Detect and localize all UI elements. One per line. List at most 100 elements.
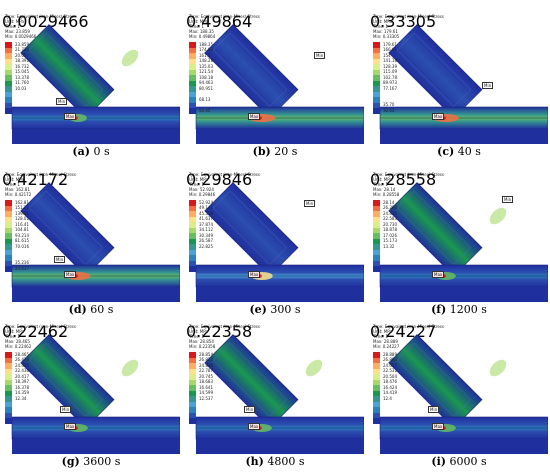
legend-tick: 12.34 (15, 395, 27, 401)
legend-min: 0.0029466 (2, 12, 89, 31)
legend-swatch (189, 108, 196, 114)
legend-swatch (5, 211, 12, 217)
color-legend: 28.854 26.822 24.848 22.787 20.745 18.683 16.6… (189, 352, 229, 424)
color-legend: 28.889 26.883 24.057 22.531 20.504 18.476 16.4… (373, 352, 413, 424)
header-line: Time: 1 (189, 24, 204, 29)
legend-tick: 108.18 (199, 74, 213, 80)
branch-pipe (204, 182, 299, 277)
max-marker: Max (432, 113, 445, 120)
main-pipe (195, 264, 364, 302)
legend-tick: 35.236 (15, 260, 29, 265)
legend-min: 0.33305 (370, 12, 437, 31)
legend-swatch (5, 91, 12, 98)
legend-tick: 162.81 (15, 199, 29, 205)
stress-contour-plot: Type: Equivalent (von-Mises) Stress Unit:… (2, 12, 180, 144)
min-marker: Min (482, 82, 494, 89)
legend-tick: 26.587 (199, 238, 213, 243)
legend-min: 0.24227 (370, 322, 437, 341)
max-value: Max: 28.465 (5, 339, 30, 344)
legend-swatch (373, 368, 380, 375)
header-line: Time: 1 (373, 182, 388, 187)
plot-header: Type: Equivalent (von-Mises) Stress Unit:… (373, 14, 444, 39)
min-marker: Min (428, 406, 440, 413)
legend-min: 0.22462 (2, 322, 69, 341)
legend-swatch (189, 368, 196, 375)
legend-tick: 94.463 (199, 80, 213, 85)
legend-tick: 12.4 (383, 395, 392, 401)
legend-swatch (189, 53, 196, 59)
legend-swatch (373, 249, 380, 256)
header-line: Time: 1 (5, 334, 20, 339)
legend-swatch (189, 205, 196, 212)
legend-swatch (373, 216, 380, 223)
panel-caption: (e) 300 s (186, 303, 364, 316)
plot-header: Type: Equivalent (von-Mises) Stress Unit:… (189, 172, 260, 197)
panel-e: Type: Equivalent (von-Mises) Stress Unit:… (186, 170, 364, 320)
legend-min: 0.49864 (186, 12, 253, 31)
plot-header: Type: Equivalent (von-Mises) Stress Unit:… (5, 14, 76, 39)
legend-swatch (373, 91, 380, 98)
header-line: Unit: MPa (5, 177, 24, 182)
max-marker: Max (432, 423, 445, 430)
legend-swatch (5, 53, 12, 59)
header-line: Unit: MPa (189, 329, 208, 334)
legend-swatch (5, 69, 12, 76)
caption-letter: (e) (249, 303, 267, 316)
legend-swatch (5, 64, 12, 70)
main-pipe (379, 264, 548, 302)
panel-h: Type: Equivalent (von-Mises) Stress Unit:… (186, 322, 364, 472)
legend-swatch (5, 249, 12, 256)
panel-caption: (a) 0 s (2, 145, 180, 158)
min-value: Min: 0.28558 (373, 192, 400, 197)
legend-tick: 28.465 (15, 351, 29, 357)
legend-tick: 22.583 (383, 216, 397, 221)
stress-contour-plot: Type: Equivalent (von-Mises) Stress Unit:… (2, 170, 180, 302)
legend-swatch (373, 53, 380, 59)
legend-swatch (189, 42, 196, 48)
legend-swatch (5, 75, 12, 81)
legend-tick: 52.924 (199, 199, 213, 205)
panel-caption: (h) 4800 s (186, 455, 364, 468)
legend-swatch (5, 222, 12, 228)
legend-swatch (373, 244, 380, 250)
legend-swatch (189, 216, 196, 223)
legend-swatch (5, 266, 12, 272)
panel-i: Type: Equivalent (von-Mises) Stress Unit:… (370, 322, 548, 472)
min-value: Min: 0.42172 (5, 192, 32, 197)
stress-contour-plot: Type: Equivalent (von-Mises) Stress Unit:… (186, 170, 364, 302)
legend-tick: 23.637 (15, 265, 29, 271)
legend-tick: 14.359 (15, 390, 29, 395)
min-marker: Min (502, 196, 514, 203)
legend-tick: 148.28 (199, 58, 213, 63)
header-line: Unit: MPa (373, 329, 392, 334)
legend-swatch (5, 227, 12, 234)
pipe-geometry (11, 334, 180, 454)
legend-swatch (5, 58, 12, 65)
legend-tick: 93.214 (15, 232, 29, 238)
legend-swatch (189, 396, 196, 402)
legend-swatch (5, 379, 12, 386)
legend-tick: 20.730 (383, 221, 397, 227)
legend-tick: 34.112 (199, 227, 213, 232)
legend-swatch (5, 418, 12, 424)
pipe-geometry (379, 24, 548, 144)
pipe-geometry (11, 24, 180, 144)
legend-tick: 13.32 (383, 243, 395, 249)
header-line: Type: Equivalent (von-Mises) Stress (189, 172, 260, 177)
main-pipe (11, 264, 180, 302)
main-pipe (379, 106, 548, 144)
legend-tick: 22.825 (199, 243, 213, 249)
caption-time: 40 s (457, 145, 481, 158)
legend-tick: 14.599 (199, 390, 213, 395)
header-line: Type: Equivalent (von-Mises) Stress (189, 324, 260, 329)
legend-swatch (5, 396, 12, 402)
legend-swatch (5, 102, 12, 109)
branch-pipe (20, 182, 115, 277)
caption-time: 3600 s (83, 455, 121, 468)
min-value: Min: 0.22462 (5, 344, 32, 349)
legend-swatch (5, 108, 12, 114)
main-pipe (379, 416, 548, 454)
max-value: Max: 188.35 (189, 29, 214, 34)
color-legend: 28.465 26.474 24.455 22.436 20.417 18.397 16.3… (5, 352, 45, 424)
legend-tick: 11.760 (15, 80, 29, 85)
